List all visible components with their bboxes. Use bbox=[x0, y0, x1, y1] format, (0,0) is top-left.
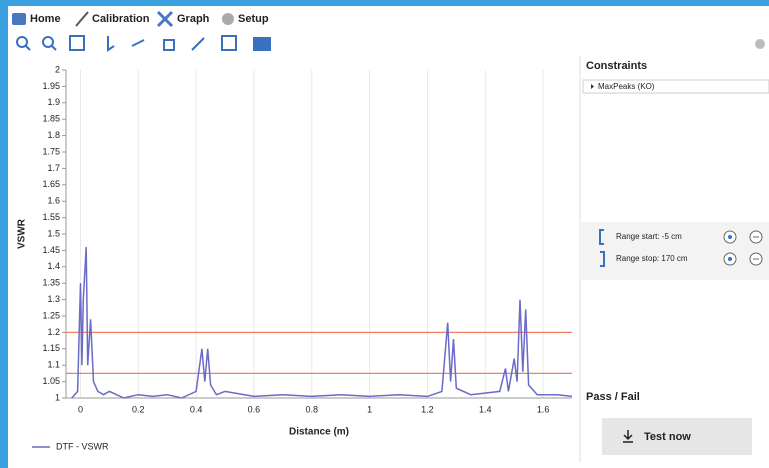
x-tick-label: 1.2 bbox=[421, 404, 434, 414]
calibration-icon bbox=[75, 11, 89, 27]
bracket-icon bbox=[599, 229, 604, 245]
expand-arrow[interactable] bbox=[591, 84, 594, 89]
data-line bbox=[71, 247, 573, 399]
constraint-row[interactable] bbox=[582, 79, 769, 94]
y-tick-label: 1.1 bbox=[47, 360, 60, 370]
y-tick-label: 1.85 bbox=[42, 114, 60, 124]
range-box bbox=[580, 222, 769, 280]
y-tick-label: 1.6 bbox=[47, 196, 60, 206]
y-tick-label: 1.35 bbox=[42, 278, 60, 288]
download-icon bbox=[623, 430, 633, 443]
range-buttons[interactable] bbox=[723, 230, 763, 266]
tab[interactable]: Setup bbox=[238, 13, 269, 25]
bracket-icon bbox=[600, 251, 605, 267]
tab[interactable]: Graph bbox=[177, 13, 210, 25]
y-tick-label: 1.2 bbox=[47, 327, 60, 337]
x-axis-title: Distance (m) bbox=[289, 427, 349, 438]
tab[interactable]: Calibration bbox=[92, 13, 150, 25]
y-tick-label: 1.95 bbox=[42, 81, 60, 91]
y-tick-label: 1.65 bbox=[42, 179, 60, 189]
y-tick-label: 2 bbox=[55, 64, 60, 74]
constraints-title: Constraints bbox=[586, 60, 647, 72]
y-tick-label: 1.3 bbox=[47, 294, 60, 304]
y-tick-label: 1.7 bbox=[47, 163, 60, 173]
x-tick-label: 0.4 bbox=[190, 404, 203, 414]
x-tick-label: 1.6 bbox=[537, 404, 550, 414]
y-tick-label: 1.5 bbox=[47, 228, 60, 238]
x-tick-label: 1.4 bbox=[479, 404, 492, 414]
y-tick-label: 1.4 bbox=[47, 261, 60, 271]
y-tick-label: 1.05 bbox=[42, 376, 60, 386]
test-button-label[interactable]: Test now bbox=[644, 431, 691, 443]
range-stop: Range stop: 170 cm bbox=[616, 254, 688, 263]
chart: VSWR Distance (m) 0 0.2 0.4 0.6 0.8 1 1.2 1.4 1.… bbox=[17, 64, 573, 451]
x-tick-label: 0.2 bbox=[132, 404, 145, 414]
pass-fail-title: Pass / Fail bbox=[586, 391, 640, 403]
x-tick-label: 0.6 bbox=[248, 404, 261, 414]
y-tick-label: 1.75 bbox=[42, 146, 60, 156]
y-tick-label: 1.25 bbox=[42, 310, 60, 320]
home-icon bbox=[12, 13, 26, 25]
range-start: Range start: -5 cm bbox=[616, 232, 682, 241]
y-tick-label: 1.15 bbox=[42, 343, 60, 353]
y-tick-label: 1.8 bbox=[47, 130, 60, 140]
test-button[interactable] bbox=[602, 418, 752, 455]
settings-icon[interactable] bbox=[755, 39, 765, 49]
graph-icon bbox=[156, 10, 174, 28]
y-tick-label: 1 bbox=[55, 392, 60, 402]
y-tick-label: 1.55 bbox=[42, 212, 60, 222]
setup-icon bbox=[222, 13, 234, 25]
y-axis-title: VSWR bbox=[17, 218, 28, 249]
x-tick-label: 0 bbox=[78, 404, 83, 414]
y-tick-label: 1.9 bbox=[47, 97, 60, 107]
x-tick-label: 0.8 bbox=[306, 404, 319, 414]
constraint-item[interactable]: MaxPeaks (KO) bbox=[598, 82, 655, 91]
legend-label: DTF - VSWR bbox=[56, 441, 109, 451]
tool-icons[interactable] bbox=[16, 35, 271, 52]
x-tick-label: 1 bbox=[367, 404, 372, 414]
y-tick-label: 1.45 bbox=[42, 245, 60, 255]
tab[interactable]: Home bbox=[30, 13, 61, 25]
